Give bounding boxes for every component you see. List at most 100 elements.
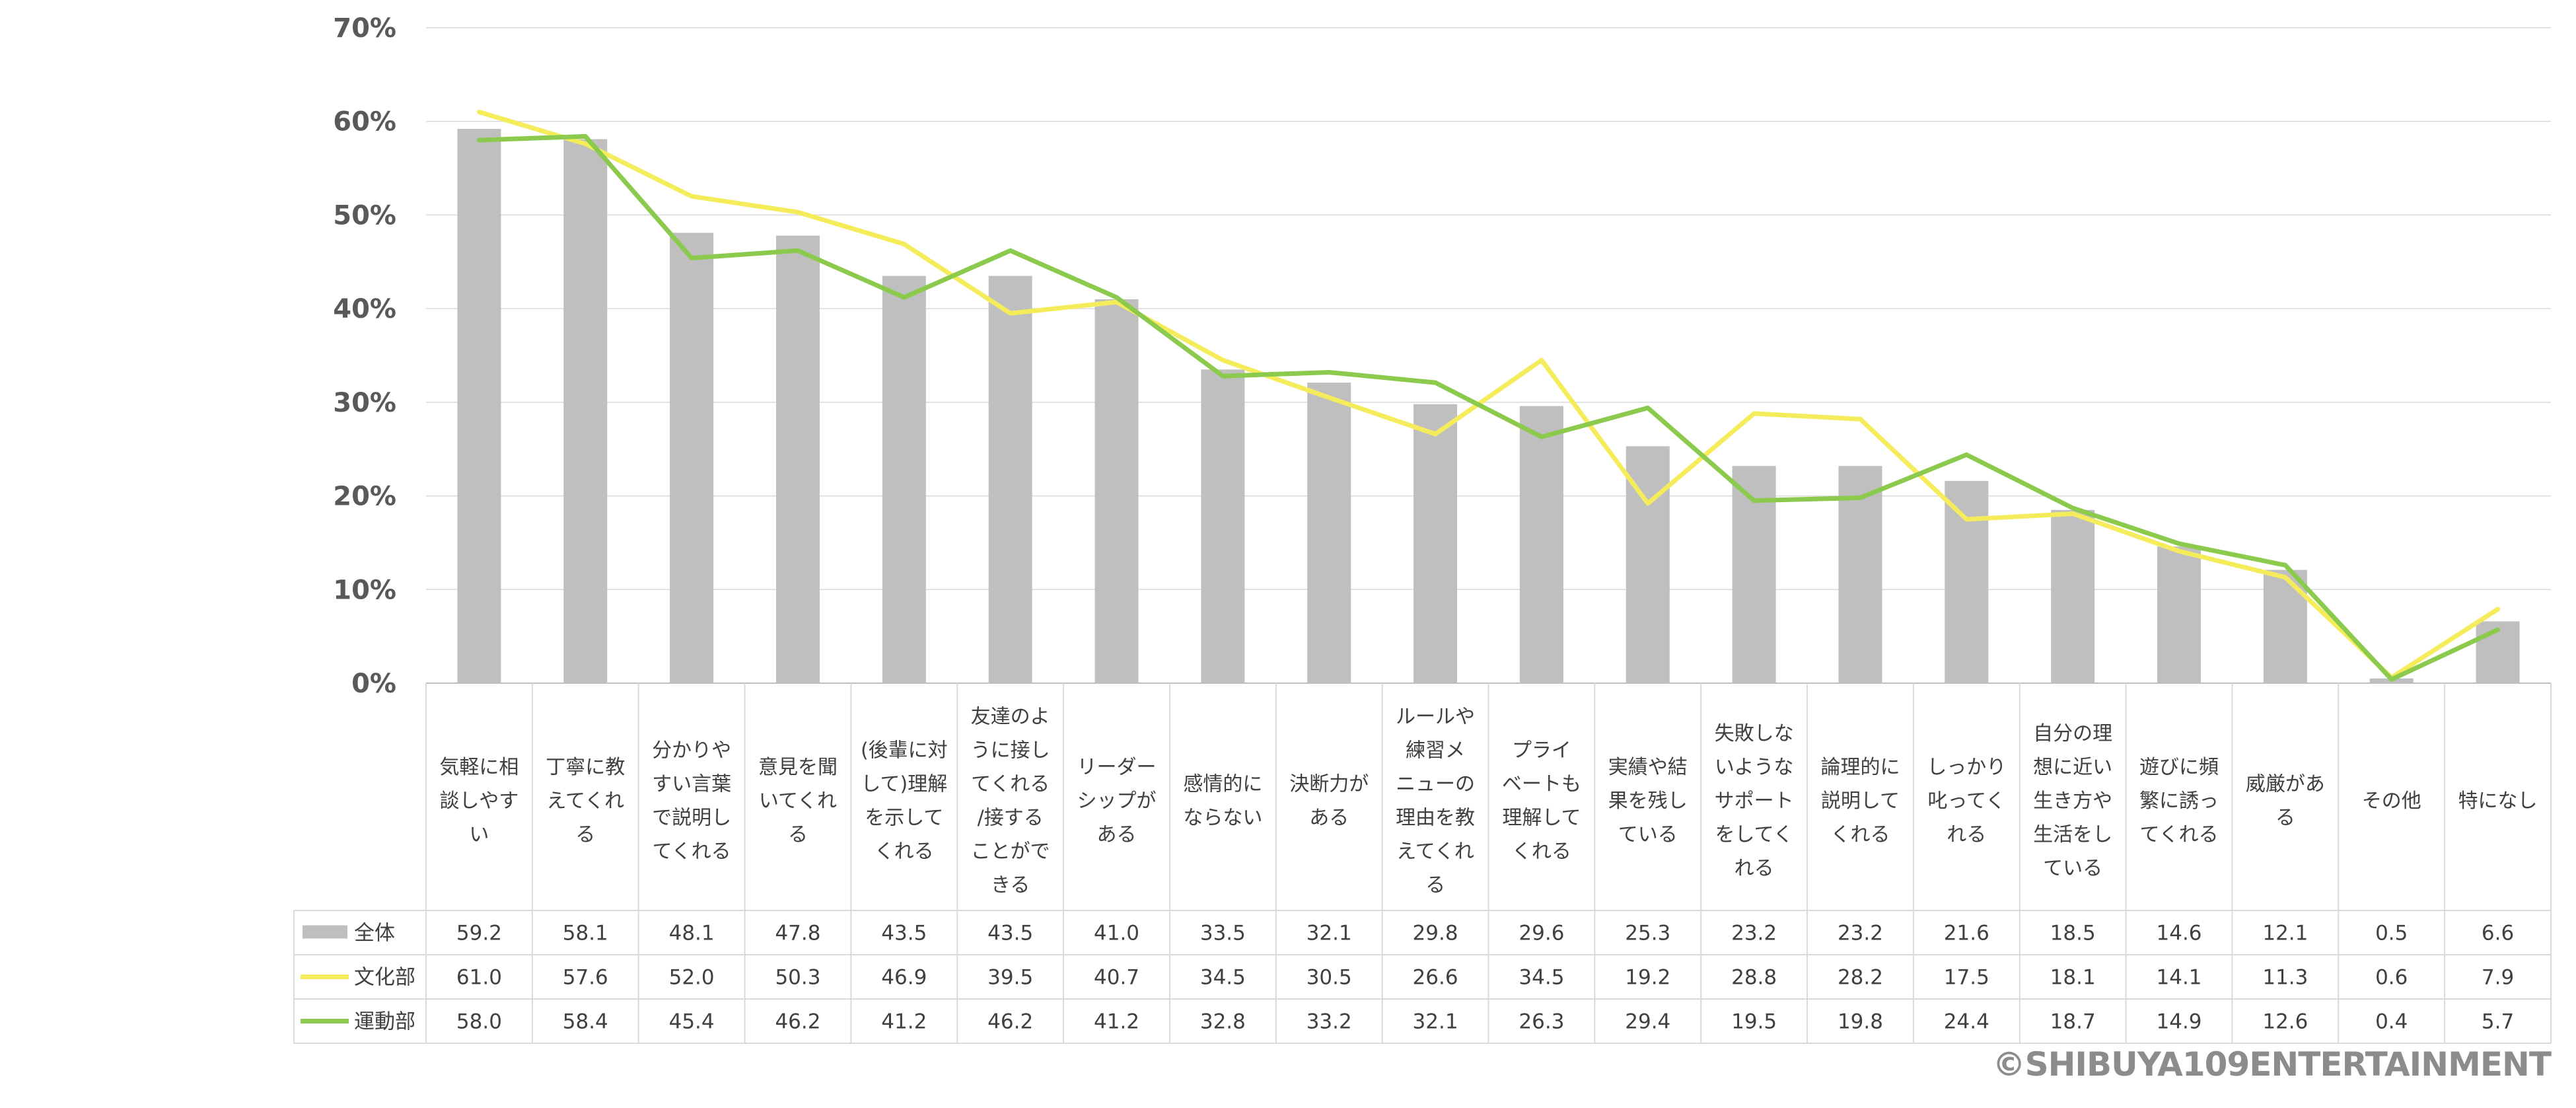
- category-label: を示して: [865, 807, 943, 830]
- data-cell: 28.2: [1838, 966, 1883, 990]
- category-label: いてくれ: [759, 790, 837, 813]
- y-tick-label: 30%: [333, 388, 396, 418]
- category-label: る: [788, 823, 808, 846]
- category-label: れる: [1735, 857, 1774, 880]
- category-label: して)理解: [861, 773, 947, 796]
- data-cell: 14.9: [2157, 1010, 2202, 1034]
- data-cell: 29.8: [1413, 922, 1458, 945]
- category-label: 生き方や: [2033, 790, 2112, 813]
- category-label: る: [575, 823, 595, 846]
- data-cell: 0.5: [2375, 922, 2408, 945]
- copyright-text: ©SHIBUYA109ENTERTAINMENT: [1992, 1045, 2552, 1084]
- legend-label-2: 文化部: [354, 966, 415, 990]
- data-cell: 47.8: [775, 922, 820, 945]
- category-label: で説明し: [652, 807, 731, 830]
- category-label: 意見を聞: [758, 756, 838, 779]
- category-label: る: [2275, 807, 2295, 830]
- category-label: 失敗しな: [1715, 722, 1794, 745]
- category-label: しっかり: [1927, 756, 2006, 779]
- bar-9: [1307, 383, 1351, 683]
- data-cell: 12.1: [2262, 922, 2308, 945]
- category-label: をしてく: [1715, 823, 1793, 846]
- data-cell: 43.5: [987, 922, 1033, 945]
- category-label: その他: [2362, 790, 2421, 813]
- data-cell: 28.8: [1731, 966, 1777, 990]
- y-tick-label: 20%: [333, 482, 396, 512]
- category-label: 練習メ: [1406, 739, 1465, 762]
- category-label: 丁寧に教: [546, 756, 625, 779]
- y-tick-label: 10%: [333, 575, 396, 605]
- data-cell: 41.0: [1094, 922, 1139, 945]
- y-tick-label: 50%: [333, 200, 396, 231]
- y-tick-label: 70%: [333, 13, 396, 44]
- data-cell: 39.5: [987, 966, 1033, 990]
- data-cell: 19.2: [1625, 966, 1670, 990]
- category-label: 威厳があ: [2246, 773, 2325, 796]
- data-cell: 24.4: [1944, 1010, 1989, 1034]
- category-label: プライ: [1512, 739, 1571, 762]
- data-cell: 32.1: [1413, 1010, 1458, 1034]
- line-series-2: [476, 133, 2501, 682]
- category-label: ている: [1618, 823, 1678, 846]
- category-label: 決断力が: [1289, 773, 1369, 796]
- category-label: 果を残し: [1608, 790, 1688, 813]
- category-label: くれる: [1512, 840, 1571, 864]
- category-label: ある: [1309, 807, 1349, 830]
- category-label: 気軽に相: [439, 756, 519, 779]
- category-label: 実績や結: [1608, 756, 1688, 779]
- data-cell: 19.8: [1838, 1010, 1883, 1034]
- data-cell: 5.7: [2482, 1010, 2514, 1034]
- data-cell: 48.1: [669, 922, 715, 945]
- data-cell: 33.5: [1200, 922, 1246, 945]
- category-label: くれる: [1830, 823, 1890, 846]
- bar-4: [775, 235, 820, 683]
- category-label: シップが: [1077, 790, 1157, 813]
- data-cell: 19.5: [1731, 1010, 1777, 1034]
- category-label: い: [469, 823, 489, 846]
- data-cell: 46.2: [987, 1010, 1033, 1034]
- data-cell: 52.0: [669, 966, 715, 990]
- category-label: 遊びに頻: [2139, 756, 2219, 779]
- category-label: 友達のよ: [971, 706, 1050, 729]
- data-cell: 17.5: [1944, 966, 1989, 990]
- legend-key-1: [303, 925, 347, 939]
- bar-2: [563, 139, 608, 683]
- category-label: ベートも: [1502, 773, 1581, 796]
- bar-16: [2051, 509, 2095, 683]
- data-cell: 18.7: [2050, 1010, 2096, 1034]
- category-label: (後輩に対: [861, 739, 948, 762]
- data-cell: 18.5: [2050, 922, 2096, 945]
- data-cell: 59.2: [456, 922, 502, 945]
- bar-15: [1945, 480, 1989, 683]
- bar-11: [1519, 406, 1563, 683]
- category-label: 談しやす: [440, 790, 519, 813]
- data-cell: 11.3: [2262, 966, 2308, 990]
- y-tick-label: 40%: [333, 294, 396, 324]
- bar-17: [2157, 546, 2201, 683]
- category-label: 説明して: [1821, 790, 1900, 813]
- category-label: いような: [1715, 756, 1793, 779]
- data-cell: 26.6: [1413, 966, 1458, 990]
- data-cell: 45.4: [669, 1010, 715, 1034]
- data-cell: 14.1: [2157, 966, 2202, 990]
- data-cell: 32.8: [1200, 1010, 1246, 1034]
- category-label: 理解して: [1502, 807, 1581, 830]
- category-label: 特になし: [2458, 790, 2538, 813]
- bar-14: [1838, 466, 1882, 683]
- data-cell: 23.2: [1731, 922, 1777, 945]
- data-cell: 33.2: [1306, 1010, 1352, 1034]
- category-label: ている: [2043, 857, 2102, 880]
- category-label: ならない: [1183, 807, 1262, 830]
- data-cell: 14.6: [2157, 922, 2202, 945]
- category-label: 分かりや: [652, 739, 731, 762]
- bar-10: [1413, 404, 1458, 683]
- category-label: 生活をし: [2033, 823, 2112, 846]
- data-cell: 0.6: [2375, 966, 2408, 990]
- category-label: リーダー: [1077, 756, 1157, 779]
- data-cell: 32.1: [1306, 922, 1352, 945]
- legend-label-3: 運動部: [354, 1010, 415, 1034]
- bar-8: [1201, 369, 1245, 683]
- category-label: 繁に誘っ: [2139, 790, 2219, 813]
- bar-7: [1094, 299, 1139, 683]
